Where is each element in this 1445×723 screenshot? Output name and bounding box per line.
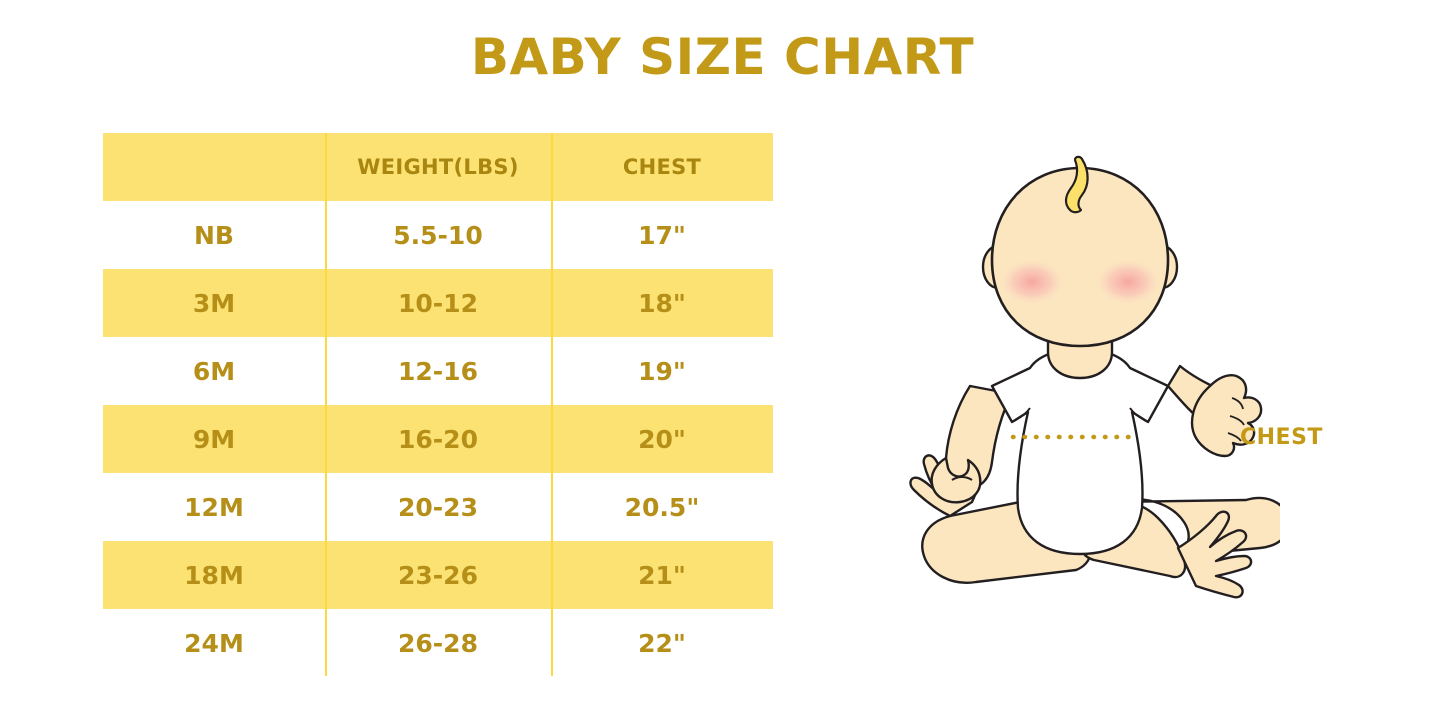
cell-size: NB [194,220,234,250]
cell-chest: 18" [638,288,686,318]
cell-weight: 23-26 [398,560,478,590]
cell-weight: 5.5-10 [393,220,483,250]
cell-chest: 21" [638,560,686,590]
table-row: 9M 16-20 20" [103,405,773,473]
cell-weight: 12-16 [398,356,478,386]
size-chart-table: WEIGHT(LBS) CHEST NB 5.5-10 17" 3M 10-12… [103,133,773,677]
table-row: 12M 20-23 20.5" [103,473,773,541]
cell-weight: 10-12 [398,288,478,318]
baby-head [981,166,1179,348]
cell-chest: 22" [638,628,686,658]
cell-weight: 16-20 [398,424,478,454]
table-row: 18M 23-26 21" [103,541,773,609]
baby-right-arm [1166,364,1263,458]
baby-right-leg [1078,496,1280,599]
cell-size: 12M [184,492,244,522]
table-row: 24M 26-28 22" [103,609,773,677]
baby-left-arm [930,384,1014,504]
cell-size: 3M [192,288,236,318]
column-header-weight: WEIGHT(LBS) [357,155,519,179]
cell-size: 9M [192,424,236,454]
baby-right-cheek-blush [1094,258,1162,306]
table-header-row: WEIGHT(LBS) CHEST [103,133,773,201]
cell-weight: 20-23 [398,492,478,522]
page-title: BABY SIZE CHART [470,28,975,86]
cell-chest: 20.5" [624,492,700,522]
cell-size: 6M [192,356,236,386]
table-row: 3M 10-12 18" [103,269,773,337]
cell-size: 18M [184,560,244,590]
table-row: NB 5.5-10 17" [103,201,773,269]
baby-left-cheek-blush [998,258,1066,306]
baby-hair-curl-icon [1064,155,1089,214]
cell-chest: 19" [638,356,686,386]
cell-chest: 17" [638,220,686,250]
column-divider-line [551,133,553,676]
baby-sitting-illustration [880,150,1280,620]
table-row: 6M 12-16 19" [103,337,773,405]
cell-chest: 20" [638,424,686,454]
column-header-chest: CHEST [622,155,702,179]
chest-measurement-label: CHEST [1240,425,1323,450]
cell-weight: 26-28 [398,628,478,658]
cell-size: 24M [184,628,244,658]
column-divider-line [325,133,327,676]
